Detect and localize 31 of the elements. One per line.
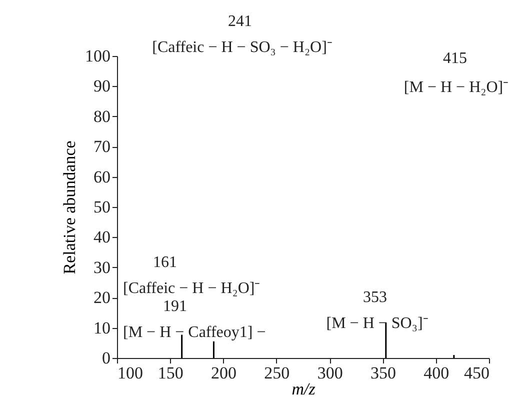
annotation: 191 [163, 298, 187, 315]
y-axis-title: Relative abundance [60, 140, 79, 274]
y-tick-label: 20 [94, 288, 110, 308]
annotation: [Caffeic − H − H₂O]⁻ [123, 280, 260, 297]
annotation: 353 [363, 289, 387, 306]
x-tick-label: 250 [264, 364, 290, 382]
x-tick-label: 450 [464, 364, 490, 382]
annotation: 161 [153, 254, 177, 271]
y-tick-label: 100 [85, 46, 110, 66]
y-tick-label: 70 [94, 137, 110, 156]
annotation: 415 [443, 50, 467, 67]
annotation: [M − H − Caffeoy1] − [123, 324, 266, 341]
annotation: [M − H − SO₃]⁻ [326, 315, 428, 332]
x-tick-label: 300 [317, 364, 343, 382]
annotation: [M − H − H₂O]⁻ [404, 79, 508, 96]
y-tick-label: 0 [102, 348, 110, 368]
x-tick-label: 200 [211, 364, 237, 382]
x-tick-label: 150 [158, 364, 184, 382]
y-tick-label: 40 [94, 228, 110, 247]
y-tick-label: 90 [94, 76, 110, 96]
text: [Caffeic − H − SO₃ − H₂O]⁻ [152, 39, 332, 56]
x-tick-label: 100 [118, 364, 143, 382]
x-tick-label: 400 [424, 364, 450, 382]
y-tick-label: 80 [94, 106, 110, 126]
y-tick-label: 60 [94, 167, 110, 186]
x-tick-label: 350 [370, 364, 396, 382]
y-tick-label: 10 [94, 318, 110, 338]
text: 241 [228, 13, 252, 30]
x-axis-title: m/z [292, 380, 316, 398]
y-tick-label: 30 [94, 258, 110, 277]
y-tick-label: 50 [94, 198, 110, 216]
